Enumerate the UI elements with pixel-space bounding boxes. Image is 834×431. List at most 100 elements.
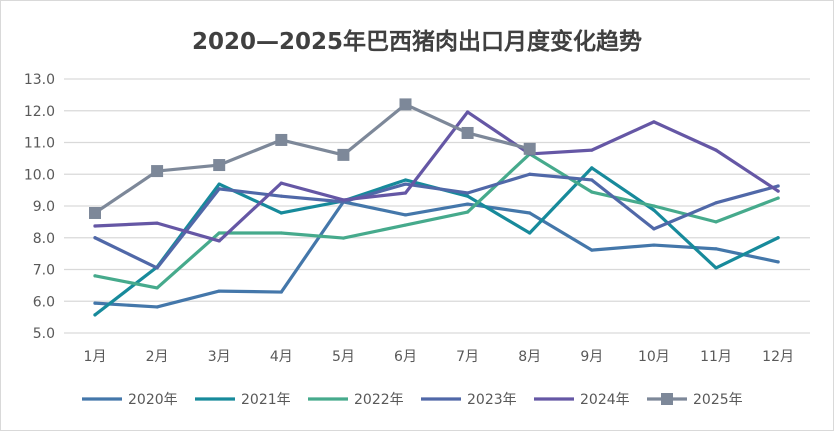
data-point xyxy=(714,201,718,205)
legend-item: 2020年 xyxy=(82,392,178,408)
legend-label: 2025年 xyxy=(693,392,743,408)
data-point xyxy=(461,126,474,139)
series-2025年 xyxy=(89,98,536,219)
data-point xyxy=(403,213,408,217)
data-point xyxy=(776,189,780,193)
data-point xyxy=(466,194,470,198)
legend-marker xyxy=(661,393,673,405)
data-point xyxy=(217,182,221,186)
legend-item: 2023年 xyxy=(421,392,517,408)
data-point xyxy=(776,184,780,188)
data-point xyxy=(155,266,159,270)
data-point xyxy=(341,236,345,240)
data-point xyxy=(151,165,164,178)
x-tick-label: 11月 xyxy=(700,349,732,365)
data-point xyxy=(590,166,594,170)
data-point xyxy=(89,206,101,219)
data-point xyxy=(714,247,718,251)
data-point xyxy=(714,220,718,224)
data-point xyxy=(279,231,283,235)
data-point xyxy=(652,243,656,247)
x-tick-label: 2月 xyxy=(146,349,169,365)
data-point xyxy=(776,196,780,200)
series-line xyxy=(93,172,780,270)
x-tick-label: 4月 xyxy=(270,349,293,365)
data-point xyxy=(155,221,159,225)
chart-title: 2020—2025年巴西猪肉出口月度变化趋势 xyxy=(191,29,643,55)
data-point xyxy=(279,181,283,185)
data-point xyxy=(279,194,283,198)
data-point xyxy=(466,202,470,206)
data-point xyxy=(213,159,226,172)
y-tick-label: 5.0 xyxy=(33,326,55,342)
x-tick-label: 9月 xyxy=(580,349,603,365)
data-point xyxy=(337,148,350,161)
y-tick-label: 9.0 xyxy=(33,199,55,215)
data-point xyxy=(217,289,221,293)
data-point xyxy=(528,172,532,176)
legend-label: 2022年 xyxy=(354,392,404,408)
data-point xyxy=(652,227,656,231)
data-point xyxy=(217,231,221,235)
data-point xyxy=(776,260,780,264)
data-point xyxy=(776,236,780,240)
data-point xyxy=(528,211,532,215)
x-tick-label: 6月 xyxy=(394,349,417,365)
data-point xyxy=(93,236,97,240)
data-point xyxy=(93,313,97,317)
x-tick-label: 3月 xyxy=(208,349,231,365)
data-point xyxy=(279,211,283,215)
data-point xyxy=(403,178,408,182)
data-point xyxy=(528,231,532,235)
series-line xyxy=(93,200,780,309)
y-tick-label: 7.0 xyxy=(33,263,55,279)
y-tick-label: 11.0 xyxy=(24,136,55,152)
data-point xyxy=(523,142,536,155)
data-point xyxy=(403,191,408,195)
y-tick-label: 8.0 xyxy=(33,231,55,247)
data-point xyxy=(155,305,159,309)
data-point xyxy=(466,210,470,214)
series-line xyxy=(93,110,780,243)
data-point xyxy=(590,148,594,152)
x-tick-label: 5月 xyxy=(332,349,355,365)
data-point xyxy=(217,187,221,191)
data-point xyxy=(590,190,594,194)
data-point xyxy=(217,239,221,243)
data-point xyxy=(714,148,718,152)
legend-label: 2020年 xyxy=(128,392,178,408)
data-point xyxy=(399,98,412,111)
series-2023年 xyxy=(93,172,780,270)
data-point xyxy=(403,182,408,186)
data-point xyxy=(93,274,97,278)
x-tick-label: 8月 xyxy=(518,349,541,365)
data-point xyxy=(93,224,97,228)
y-tick-label: 6.0 xyxy=(33,294,55,310)
x-tick-label: 1月 xyxy=(84,349,107,365)
y-tick-label: 12.0 xyxy=(24,104,55,120)
data-point xyxy=(341,198,345,202)
data-point xyxy=(155,286,159,290)
data-point xyxy=(714,266,718,270)
x-tick-label: 10月 xyxy=(638,349,670,365)
legend-item: 2021年 xyxy=(195,392,291,408)
legend-label: 2021年 xyxy=(241,392,291,408)
data-point xyxy=(279,290,283,294)
data-point xyxy=(93,301,97,305)
data-point xyxy=(652,204,656,208)
series-line xyxy=(93,102,532,215)
data-point xyxy=(590,248,594,252)
y-tick-label: 10.0 xyxy=(24,167,55,183)
data-point xyxy=(466,191,470,195)
series-2024年 xyxy=(93,110,780,243)
legend-label: 2023年 xyxy=(467,392,517,408)
series-line xyxy=(93,152,780,290)
data-point xyxy=(652,120,656,124)
legend-item: 2024年 xyxy=(534,392,630,408)
data-point xyxy=(275,133,288,146)
data-point xyxy=(403,223,408,227)
data-point xyxy=(466,110,470,114)
data-point xyxy=(652,208,656,212)
x-tick-label: 7月 xyxy=(456,349,479,365)
